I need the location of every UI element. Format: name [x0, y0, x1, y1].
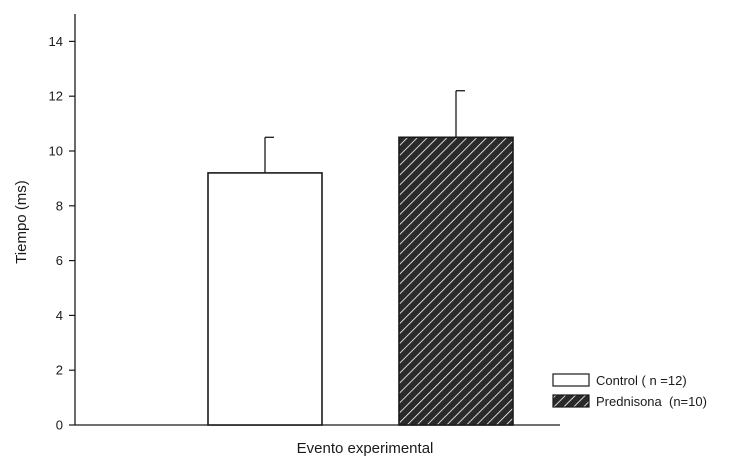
- bar-control: [207, 172, 323, 426]
- legend-label-control: Control ( n =12): [596, 373, 687, 388]
- y-ticks: 0 2 4 6 8 10 12 14: [49, 34, 75, 433]
- y-tick-label: 0: [56, 418, 63, 433]
- x-axis-label: Evento experimental: [297, 440, 434, 457]
- plot-area: 0 2 4 6 8 10 12 14: [49, 14, 560, 433]
- y-tick-label: 4: [56, 308, 63, 323]
- y-tick-label: 12: [49, 89, 63, 104]
- legend: Control ( n =12) Prednisona (n=10): [552, 373, 707, 409]
- legend-swatch-prednisona: [552, 394, 590, 408]
- y-tick-label: 2: [56, 363, 63, 378]
- y-axis-label: Tiempo (ms): [13, 180, 30, 264]
- bars: [207, 90, 514, 426]
- y-tick-label: 14: [49, 34, 63, 49]
- bar-prednisona: [398, 136, 514, 426]
- legend-swatch-control: [552, 373, 590, 387]
- y-tick-label: 6: [56, 253, 63, 268]
- legend-label-prednisona: Prednisona (n=10): [596, 394, 707, 409]
- y-tick-label: 10: [49, 144, 63, 159]
- y-tick-label: 8: [56, 198, 63, 213]
